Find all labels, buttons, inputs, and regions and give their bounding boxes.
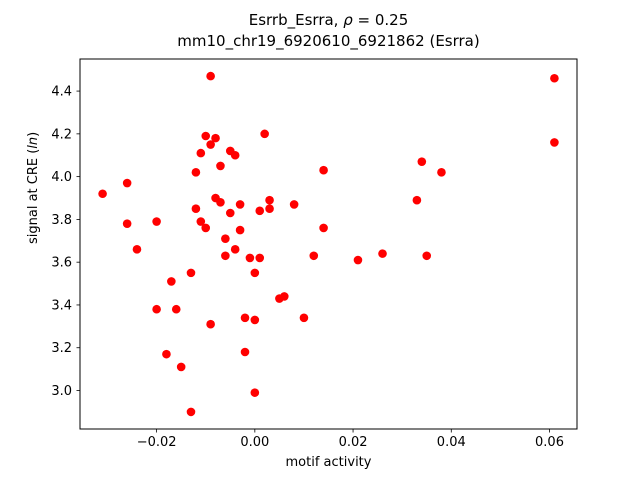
- y-tick-label: 3.0: [51, 384, 72, 399]
- data-point: [250, 315, 260, 325]
- data-point: [309, 251, 319, 261]
- y-tick-label: 3.2: [51, 341, 72, 356]
- data-point: [206, 71, 215, 81]
- data-point: [196, 217, 206, 226]
- data-point: [230, 150, 240, 160]
- y-tick-label: 4.4: [51, 85, 72, 100]
- data-point: [319, 223, 328, 233]
- data-point: [240, 347, 250, 357]
- data-point: [550, 138, 559, 147]
- data-point: [196, 148, 206, 158]
- data-point: [550, 73, 559, 83]
- title-rho-symbol: ρ: [343, 11, 353, 29]
- y-axis-label-close: ): [26, 131, 41, 137]
- x-tick-label: 0.06: [535, 435, 564, 450]
- title-text: Esrrb_Esrra,: [248, 11, 344, 29]
- data-point: [152, 304, 161, 314]
- data-point: [299, 313, 309, 323]
- data-point: [191, 168, 201, 177]
- data-point: [422, 251, 432, 261]
- y-tick-label: 4.2: [51, 127, 72, 142]
- data-point: [167, 277, 176, 286]
- data-point: [378, 249, 387, 258]
- y-tick-label: 3.6: [51, 256, 72, 271]
- y-tick-label: 3.4: [51, 298, 72, 313]
- data-point: [152, 217, 161, 226]
- data-point: [230, 245, 240, 254]
- data-point: [240, 313, 250, 323]
- y-tick-label: 4.0: [51, 170, 72, 185]
- x-tick-label: 0.02: [339, 435, 368, 450]
- data-point: [319, 165, 328, 175]
- data-point: [250, 388, 260, 397]
- data-point: [122, 219, 132, 228]
- data-point: [265, 204, 274, 214]
- data-point: [225, 208, 235, 218]
- chart-title-line1: Esrrb_Esrra, ρ = 0.25: [80, 10, 577, 31]
- data-point: [235, 225, 245, 235]
- title-correlation-value: = 0.25: [352, 11, 409, 29]
- x-tick-label: 0.04: [437, 435, 466, 450]
- data-point: [289, 200, 299, 209]
- data-point: [171, 304, 181, 314]
- data-point: [186, 268, 196, 278]
- data-point: [235, 200, 245, 209]
- data-point: [191, 204, 201, 214]
- y-tick-label: 3.8: [51, 213, 72, 228]
- x-tick-label: −0.02: [137, 435, 177, 450]
- data-point: [206, 319, 215, 329]
- data-point: [260, 129, 269, 139]
- data-point: [221, 234, 230, 243]
- data-point: [162, 349, 171, 359]
- data-point: [201, 131, 211, 141]
- data-point: [250, 268, 260, 278]
- data-point: [437, 168, 446, 177]
- data-point: [98, 189, 107, 199]
- chart-subtitle: mm10_chr19_6920610_6921862 (Esrra): [177, 32, 480, 50]
- x-axis-label: motif activity: [285, 455, 372, 470]
- data-point: [255, 253, 265, 263]
- data-point: [122, 178, 132, 188]
- y-axis-label-text: signal at CRE (: [26, 148, 41, 244]
- data-point: [245, 253, 255, 263]
- data-point: [132, 245, 142, 254]
- chart-title: Esrrb_Esrra, ρ = 0.25 mm10_chr19_6920610…: [80, 10, 577, 52]
- data-point: [216, 161, 225, 171]
- data-point: [201, 223, 211, 233]
- data-point: [206, 140, 215, 149]
- data-point: [216, 197, 225, 207]
- data-point: [412, 195, 422, 205]
- data-point: [211, 133, 220, 143]
- data-point: [265, 195, 274, 205]
- data-point: [280, 292, 289, 301]
- y-axis-label-ln: ln: [26, 136, 41, 149]
- data-point: [186, 407, 196, 417]
- data-point: [353, 255, 363, 265]
- x-tick-label: 0.00: [240, 435, 269, 450]
- data-point: [176, 362, 186, 372]
- data-point: [417, 157, 427, 166]
- data-point: [255, 206, 265, 216]
- data-point: [221, 251, 230, 261]
- axes-box: [79, 58, 578, 430]
